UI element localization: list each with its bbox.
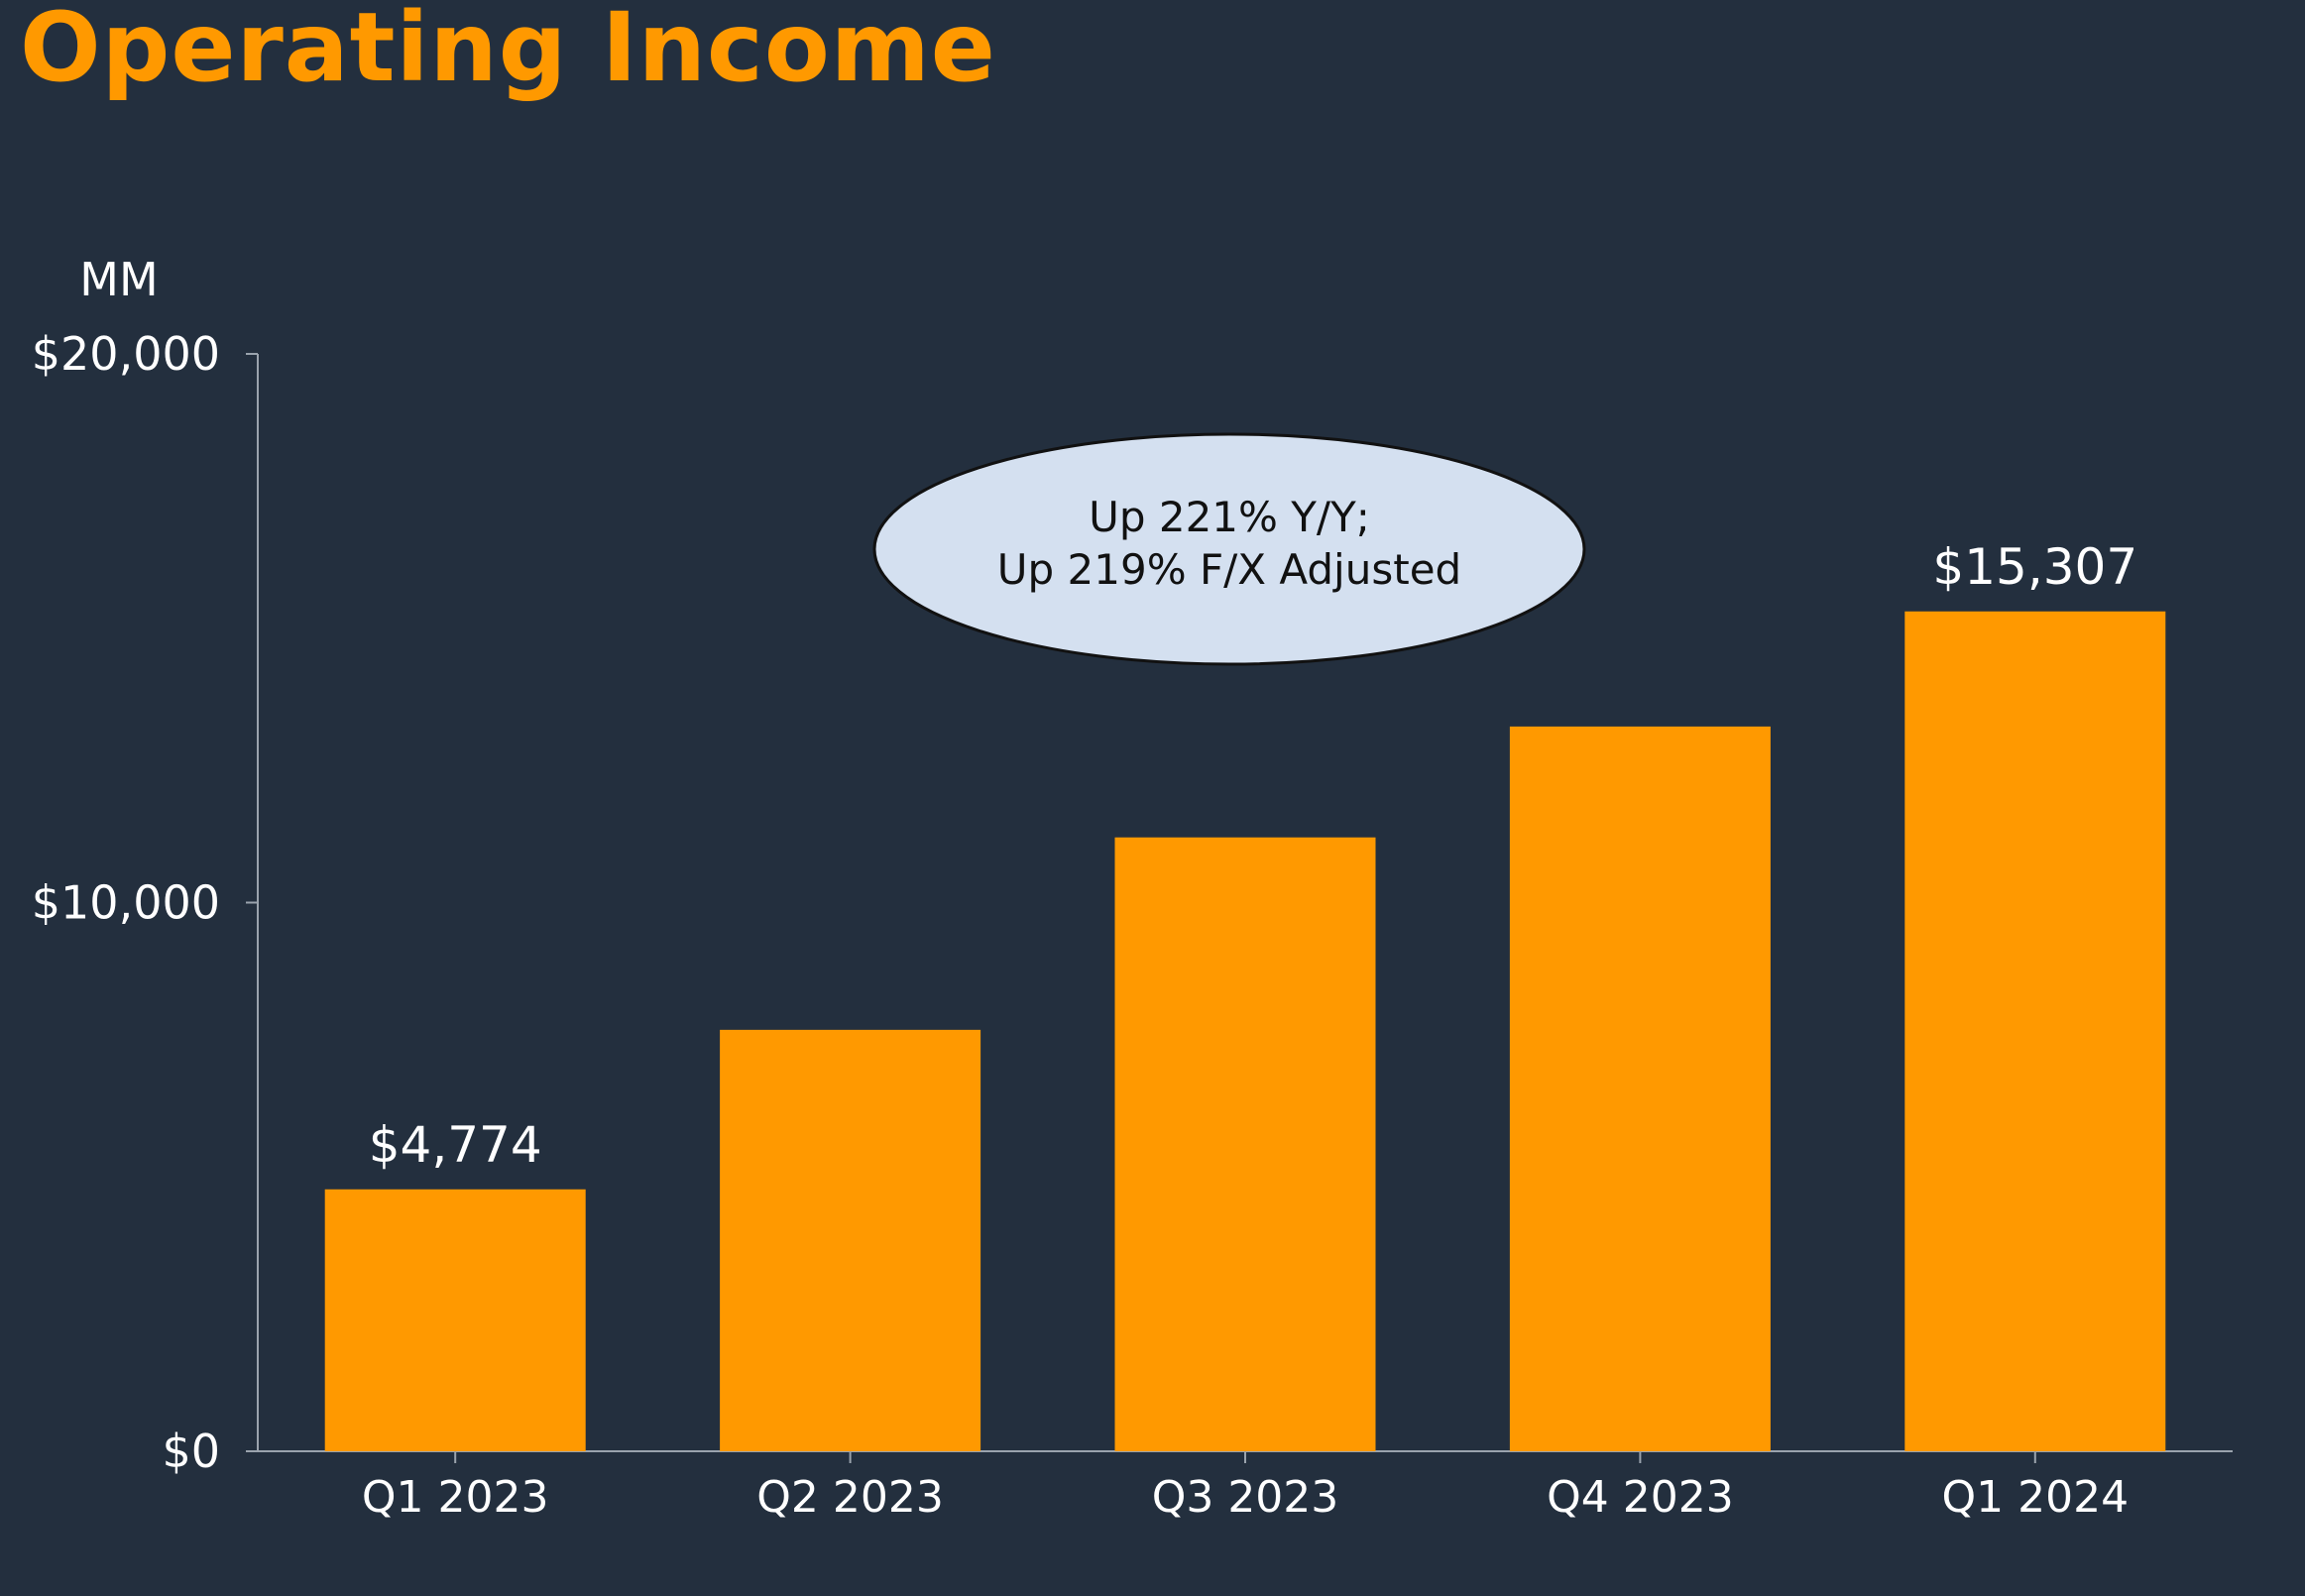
x-tick-label: Q4 2023	[1547, 1472, 1734, 1523]
bar	[324, 1189, 586, 1451]
bar	[720, 1029, 981, 1451]
bar-series	[324, 611, 2166, 1451]
y-axis-unit-label: MM	[79, 253, 158, 306]
x-tick-label: Q1 2023	[362, 1472, 549, 1523]
x-tick-label: Q2 2023	[756, 1472, 944, 1523]
growth-callout-line-2: Up 219% F/X Adjusted	[997, 545, 1461, 594]
data-label: $15,307	[1932, 538, 2137, 596]
y-tick-label: $0	[162, 1425, 220, 1478]
growth-callout-ellipse	[872, 432, 1586, 666]
bar	[1509, 726, 1771, 1451]
x-tick-label: Q1 2024	[1942, 1472, 2130, 1523]
bar	[1114, 837, 1376, 1451]
growth-callout: Up 221% Y/Y; Up 219% F/X Adjusted	[872, 432, 1586, 666]
y-tick-label: $10,000	[32, 876, 220, 930]
bar	[1904, 611, 2166, 1451]
data-labels: $4,774 $15,307	[369, 538, 2137, 1174]
y-axis-ticks: $0 $10,000 $20,000	[32, 327, 258, 1478]
x-axis-ticks: Q1 2023 Q2 2023 Q3 2023 Q4 2023 Q1 2024	[362, 1451, 2129, 1523]
page-title: Operating Income	[20, 0, 996, 103]
y-tick-label: $20,000	[32, 327, 220, 381]
x-tick-label: Q3 2023	[1152, 1472, 1339, 1523]
growth-callout-line-1: Up 221% Y/Y;	[1089, 493, 1370, 541]
data-label: $4,774	[369, 1116, 542, 1174]
